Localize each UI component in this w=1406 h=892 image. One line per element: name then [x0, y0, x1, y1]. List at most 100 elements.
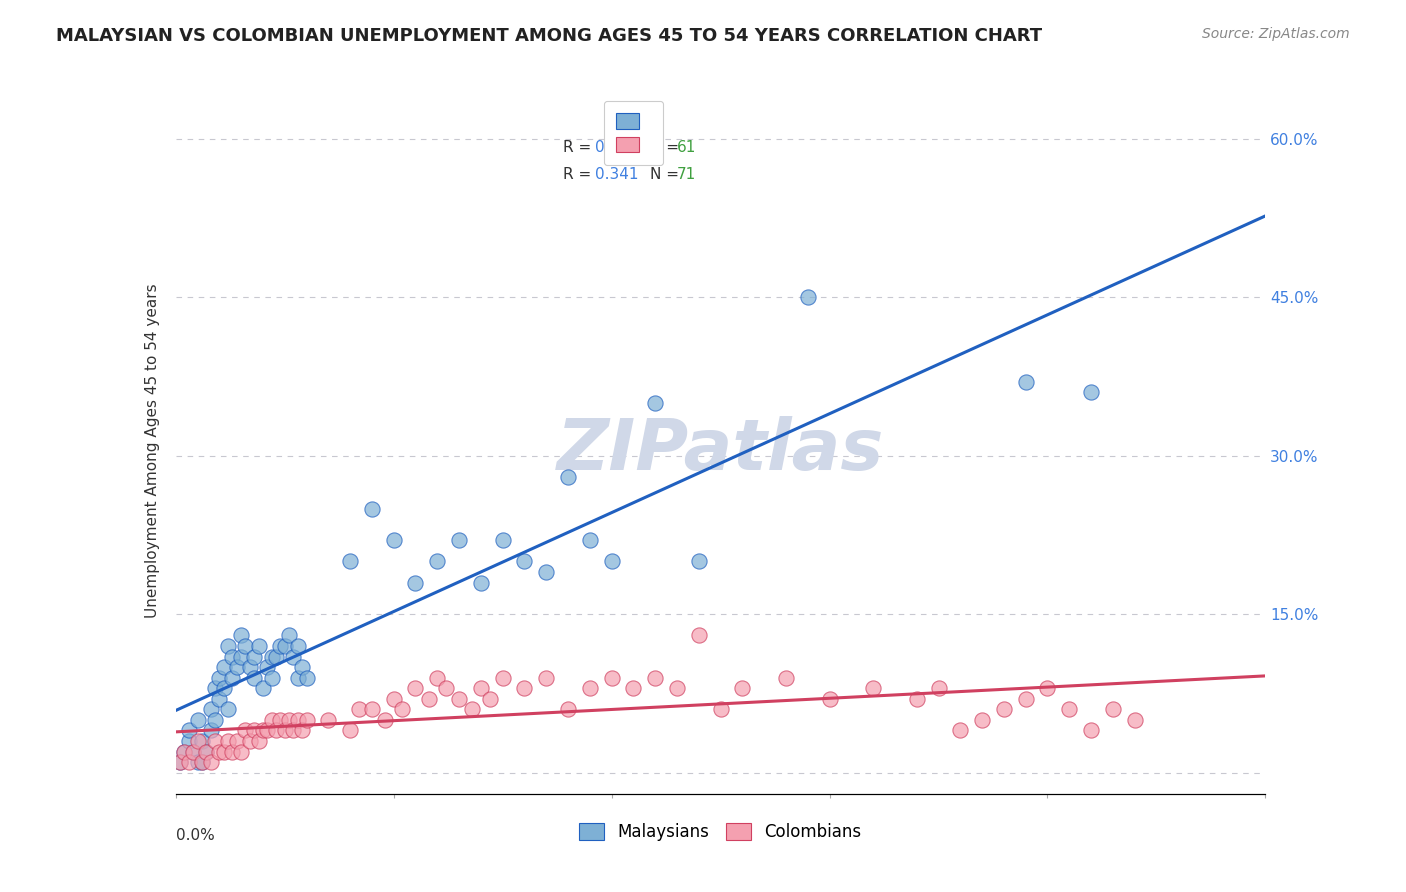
Point — [557, 702, 579, 716]
Point — [391, 702, 413, 716]
Point — [557, 470, 579, 484]
Point — [278, 628, 301, 642]
Point — [347, 702, 370, 716]
Point — [731, 681, 754, 696]
Point — [405, 575, 427, 590]
Point — [252, 681, 274, 696]
Point — [478, 691, 501, 706]
Point — [200, 723, 222, 738]
Y-axis label: Unemployment Among Ages 45 to 54 years: Unemployment Among Ages 45 to 54 years — [145, 283, 160, 618]
Point — [204, 681, 226, 696]
Point — [274, 723, 297, 738]
Point — [339, 723, 361, 738]
Point — [181, 745, 204, 759]
Point — [621, 681, 644, 696]
Point — [243, 649, 266, 664]
Point — [405, 681, 427, 696]
Point — [1057, 702, 1080, 716]
Point — [231, 628, 253, 642]
Point — [200, 755, 222, 769]
Point — [208, 671, 231, 685]
Point — [243, 671, 266, 685]
Point — [534, 565, 557, 579]
Point — [600, 554, 623, 568]
Text: N =: N = — [650, 140, 683, 154]
Point — [186, 734, 209, 748]
Point — [291, 723, 314, 738]
Point — [970, 713, 993, 727]
Text: 71: 71 — [678, 167, 696, 182]
Point — [260, 649, 283, 664]
Point — [204, 734, 226, 748]
Point — [252, 723, 274, 738]
Point — [173, 745, 195, 759]
Point — [374, 713, 396, 727]
Text: 0.0%: 0.0% — [176, 828, 215, 843]
Point — [426, 554, 449, 568]
Point — [269, 713, 291, 727]
Text: 0.536: 0.536 — [595, 140, 638, 154]
Point — [905, 691, 928, 706]
Point — [688, 628, 710, 642]
Text: ZIPatlas: ZIPatlas — [557, 416, 884, 485]
Point — [221, 649, 243, 664]
Point — [235, 723, 257, 738]
Point — [239, 660, 262, 674]
Point — [1015, 691, 1038, 706]
Text: N =: N = — [650, 167, 683, 182]
Point — [283, 649, 305, 664]
Point — [1036, 681, 1059, 696]
Point — [295, 713, 318, 727]
Point — [243, 723, 266, 738]
Point — [191, 755, 214, 769]
Point — [225, 734, 247, 748]
Point — [191, 755, 214, 769]
Point — [212, 745, 235, 759]
Point — [295, 671, 318, 685]
Point — [775, 671, 797, 685]
Point — [212, 681, 235, 696]
Point — [993, 702, 1015, 716]
Text: 0.341: 0.341 — [595, 167, 638, 182]
Point — [470, 575, 492, 590]
Point — [283, 723, 305, 738]
Point — [1080, 385, 1102, 400]
Point — [470, 681, 492, 696]
Point — [256, 723, 278, 738]
Point — [579, 533, 602, 548]
Point — [862, 681, 884, 696]
Point — [212, 660, 235, 674]
Point — [287, 713, 309, 727]
Point — [169, 755, 191, 769]
Point — [274, 639, 297, 653]
Point — [264, 723, 287, 738]
Point — [204, 713, 226, 727]
Point — [264, 649, 287, 664]
Point — [447, 533, 470, 548]
Point — [710, 702, 733, 716]
Point — [221, 745, 243, 759]
Point — [256, 660, 278, 674]
Point — [169, 755, 191, 769]
Point — [434, 681, 457, 696]
Text: Source: ZipAtlas.com: Source: ZipAtlas.com — [1202, 27, 1350, 41]
Point — [278, 713, 301, 727]
Text: MALAYSIAN VS COLOMBIAN UNEMPLOYMENT AMONG AGES 45 TO 54 YEARS CORRELATION CHART: MALAYSIAN VS COLOMBIAN UNEMPLOYMENT AMON… — [56, 27, 1042, 45]
Point — [195, 745, 218, 759]
Point — [177, 734, 200, 748]
Point — [644, 396, 666, 410]
Point — [217, 639, 239, 653]
Point — [1015, 375, 1038, 389]
Point — [461, 702, 484, 716]
Point — [796, 290, 818, 304]
Point — [928, 681, 950, 696]
Point — [579, 681, 602, 696]
Point — [239, 734, 262, 748]
Point — [287, 639, 309, 653]
Point — [447, 691, 470, 706]
Point — [1080, 723, 1102, 738]
Point — [287, 671, 309, 685]
Point — [221, 671, 243, 685]
Point — [200, 702, 222, 716]
Point — [382, 691, 405, 706]
